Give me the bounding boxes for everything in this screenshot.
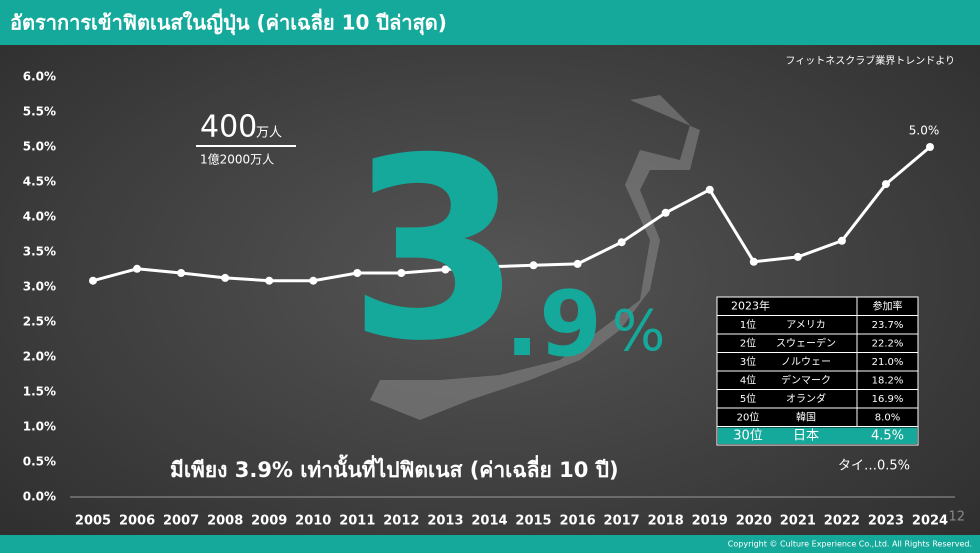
country: 韓国 (796, 411, 816, 423)
x-tick-label: 2015 (515, 514, 551, 529)
table-header: 参加率 (873, 299, 903, 312)
x-tick-label: 2020 (736, 514, 772, 529)
rate: 16.9% (872, 394, 904, 405)
copyright: Copyright © Culture Experience Co.,Ltd. … (728, 540, 972, 549)
x-tick-label: 2006 (119, 514, 155, 529)
point (837, 236, 846, 245)
rate: 23.7% (872, 320, 904, 331)
point (793, 252, 802, 261)
highlight-decimal: .9 (505, 272, 602, 377)
x-tick-label: 2013 (427, 514, 463, 529)
x-tick-label: 2008 (207, 514, 243, 529)
population-unit: 万人 (256, 126, 282, 141)
chart: 0.0% 0.5% 1.0% 1.5% 2.0% 2.5% 3.0% 3.5% 4.0% 4.5%… (23, 70, 955, 529)
point (397, 269, 406, 277)
rank: 5位 (740, 392, 756, 405)
x-tick-label: 2007 (163, 514, 199, 529)
y-tick-label: 1.0% (23, 420, 56, 434)
country: アメリカ (786, 319, 826, 331)
y-tick-label: 0.5% (23, 455, 56, 469)
x-tick-label: 2021 (780, 514, 816, 529)
point (353, 269, 362, 277)
country: スウェーデン (776, 336, 836, 349)
x-tick-label: 2016 (559, 514, 595, 529)
point (705, 185, 714, 194)
x-tick-label: 2005 (75, 514, 111, 529)
rate: 4.5% (871, 428, 904, 443)
y-tick-label: 2.5% (23, 315, 56, 329)
x-tick-label: 2009 (251, 514, 287, 529)
point (661, 208, 670, 217)
population-number: 400 (200, 110, 257, 145)
rank: 20位 (737, 410, 760, 423)
value-label: 5.0% (909, 124, 940, 138)
rate: 21.0% (872, 357, 904, 368)
point (529, 261, 538, 270)
point (177, 269, 186, 277)
x-tick-label: 2018 (648, 514, 684, 529)
title: อัตราการเข้าฟิตเนสในญี่ปุ่น (ค่าเฉลี่ย 1… (10, 8, 447, 36)
country: オランダ (786, 392, 826, 405)
page-number: 12 (948, 510, 965, 525)
point (749, 257, 758, 266)
rank: 30位 (733, 428, 763, 443)
point (881, 180, 890, 189)
point (485, 262, 494, 271)
country: 日本 (793, 428, 819, 443)
x-tick-label: 2022 (824, 514, 860, 529)
country: デンマーク (781, 373, 831, 386)
x-tick-label: 2017 (604, 514, 640, 529)
y-tick-label: 4.0% (23, 210, 56, 224)
y-tick-label: 3.0% (23, 280, 56, 294)
point (133, 264, 142, 273)
rank: 3位 (740, 355, 756, 368)
x-tick-label: 2023 (868, 514, 904, 529)
map-decoration (370, 95, 700, 420)
y-tick-label: 6.0% (23, 70, 56, 84)
y-tick-label: 5.0% (23, 140, 56, 154)
x-tick-label: 2010 (295, 514, 331, 529)
highlight-unit: % (612, 299, 665, 364)
point (441, 265, 450, 274)
y-tick-label: 4.5% (23, 175, 56, 189)
note: タイ…0.5% (838, 459, 910, 474)
point (309, 276, 318, 285)
country: ノルウェー (781, 356, 831, 368)
point (89, 276, 97, 285)
line (92, 145, 931, 283)
source: フィットネスクラブ業界トレンドより (785, 54, 955, 67)
footer-bar (0, 535, 980, 553)
x-tick-label: 2012 (383, 514, 419, 529)
x-tick-label: 2011 (339, 514, 375, 529)
x-tick-label: 2024 (912, 514, 948, 529)
y-tick-label: 2.0% (23, 350, 56, 364)
point (221, 273, 230, 282)
table-highlight (718, 427, 917, 444)
rank: 2位 (740, 336, 756, 349)
header-bar (0, 0, 980, 45)
point (573, 259, 582, 268)
y-tick-label: 5.5% (23, 105, 56, 119)
rate: 8.0% (875, 412, 900, 423)
rate: 22.2% (872, 338, 904, 349)
x-tick-label: 2014 (471, 514, 507, 529)
table-header: 2023年 (731, 298, 770, 312)
point (617, 238, 626, 247)
y-tick-label: 1.5% (23, 385, 56, 399)
ranking-table: 2023年 参加率 1位 アメリカ 23.7% 2位 スウェーデン 22.2% 3位 ノルウェー 2… (716, 296, 919, 446)
population-total: 1億2000万人 (200, 153, 274, 167)
caption: มีเพียง 3.9% เท่านั้นที่ไปฟิตเนส (ค่าเฉล… (170, 454, 619, 482)
x-tick-label: 2019 (692, 514, 728, 529)
point (265, 276, 274, 285)
rank: 4位 (740, 373, 756, 386)
highlight-integer: 3 (348, 104, 522, 395)
rank: 1位 (740, 318, 756, 331)
y-tick-label: 0.0% (23, 490, 56, 504)
point (926, 143, 934, 151)
y-tick-label: 3.5% (23, 245, 56, 259)
rate: 18.2% (872, 375, 904, 386)
